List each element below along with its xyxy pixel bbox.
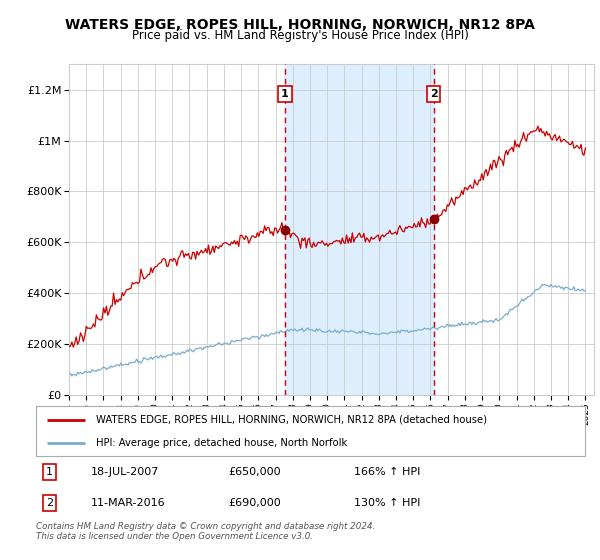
Text: WATERS EDGE, ROPES HILL, HORNING, NORWICH, NR12 8PA: WATERS EDGE, ROPES HILL, HORNING, NORWIC… [65, 18, 535, 32]
FancyBboxPatch shape [36, 406, 585, 456]
Text: £690,000: £690,000 [228, 498, 281, 508]
Text: WATERS EDGE, ROPES HILL, HORNING, NORWICH, NR12 8PA (detached house): WATERS EDGE, ROPES HILL, HORNING, NORWIC… [97, 414, 487, 424]
Bar [285, 64, 434, 395]
Text: 1: 1 [46, 467, 53, 477]
Text: 166% ↑ HPI: 166% ↑ HPI [355, 467, 421, 477]
Text: 11-MAR-2016: 11-MAR-2016 [91, 498, 166, 508]
Text: 2: 2 [46, 498, 53, 508]
Text: 2: 2 [430, 89, 437, 99]
Text: HPI: Average price, detached house, North Norfolk: HPI: Average price, detached house, Nort… [97, 438, 347, 448]
Text: 1: 1 [281, 89, 289, 99]
Text: 130% ↑ HPI: 130% ↑ HPI [355, 498, 421, 508]
Text: Contains HM Land Registry data © Crown copyright and database right 2024.
This d: Contains HM Land Registry data © Crown c… [36, 522, 376, 542]
Text: 18-JUL-2007: 18-JUL-2007 [91, 467, 159, 477]
Text: Price paid vs. HM Land Registry's House Price Index (HPI): Price paid vs. HM Land Registry's House … [131, 29, 469, 42]
Text: £650,000: £650,000 [228, 467, 281, 477]
